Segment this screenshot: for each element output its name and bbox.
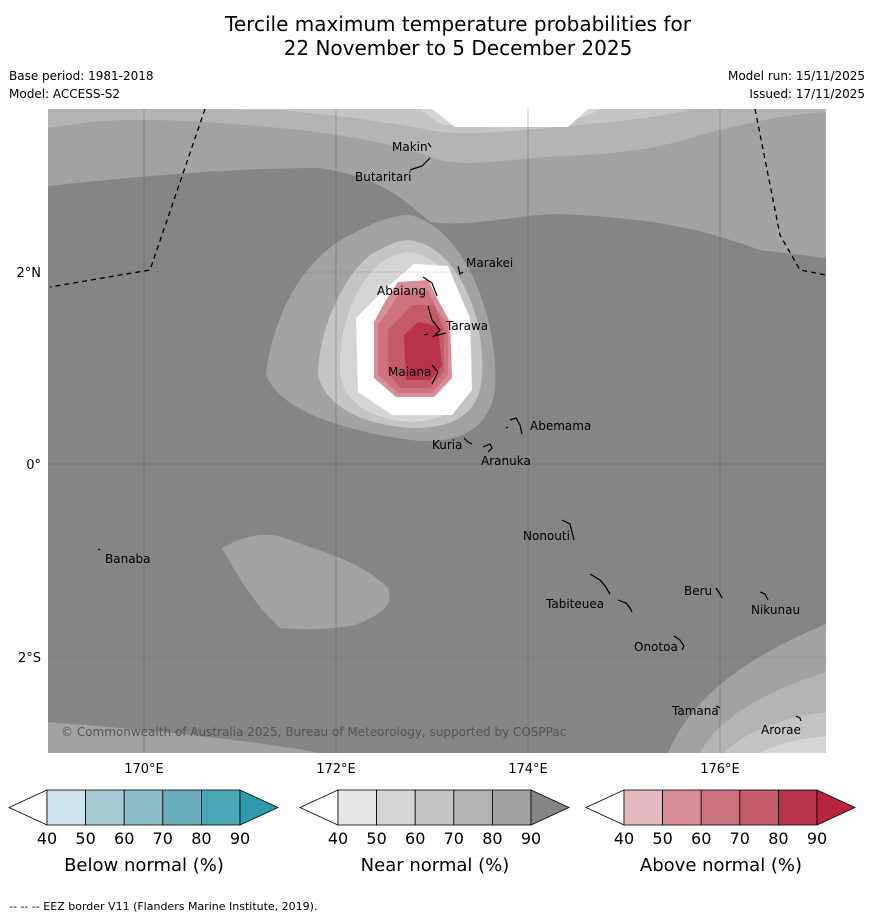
lat-label-0: 0° — [26, 458, 41, 473]
colorbar-title-above: Above normal (%) — [640, 855, 802, 876]
island-label-arorae: Arorae — [761, 723, 801, 737]
island-label-tamana: Tamana — [671, 704, 719, 718]
colorbar-near-normal: 40 50 60 70 80 90 Near normal (%) — [299, 789, 570, 876]
colorbar-tick-label: 70 — [444, 829, 464, 848]
colorbar-cell — [162, 789, 202, 826]
colorbar-tick-label: 80 — [191, 829, 211, 848]
colorbar-tick-label: 60 — [691, 829, 711, 848]
colorbar-cell — [414, 789, 455, 826]
colorbar-tick-label: 40 — [37, 829, 57, 848]
island-label-abemama: Abemama — [530, 419, 591, 433]
colorbar-cell — [453, 789, 493, 826]
map-title: Tercile maximum temperature probabilitie… — [0, 12, 873, 60]
contour-southbottom-60 — [48, 722, 320, 753]
island-label-butaritari: Butaritari — [355, 170, 412, 184]
eez-footnote: -- -- -- EEZ border V11 (Flanders Marine… — [9, 900, 318, 913]
colorbar-cell — [623, 789, 663, 826]
colorbar-tick-label: 40 — [614, 829, 634, 848]
colorbar-cell — [123, 789, 164, 826]
base-period: Base period: 1981-2018 — [9, 69, 154, 83]
colorbar-title-near: Near normal (%) — [361, 855, 510, 876]
contour-north-70 — [48, 109, 826, 163]
island-label-nonouti: Nonouti — [523, 529, 570, 543]
colorbar-cell — [337, 789, 377, 826]
colorbar-tick-label: 70 — [153, 829, 173, 848]
colorbar-tick-label: 50 — [652, 829, 672, 848]
colorbar-cell — [491, 789, 532, 826]
model-run: Model run: 15/11/2025 — [727, 69, 865, 83]
colorbar-high-extend — [816, 789, 856, 826]
colorbar-low-extend — [585, 789, 625, 826]
colorbar-tick-label: 60 — [114, 829, 134, 848]
colorbar-tick-label: 60 — [405, 829, 425, 848]
colorbar-tick-label: 50 — [75, 829, 95, 848]
colorbar-tick-label: 50 — [366, 829, 386, 848]
eez-border — [49, 109, 826, 288]
colorbar-cell — [46, 789, 86, 826]
lon-label-172e: 172°E — [316, 762, 356, 777]
island-outlines — [97, 142, 802, 722]
colorbar-cell — [200, 789, 241, 826]
island-label-marakei: Marakei — [466, 256, 513, 270]
lon-label-170e: 170°E — [124, 762, 164, 777]
colorbar-tick-label: 70 — [730, 829, 750, 848]
graticule — [48, 109, 826, 753]
colorbar-cell — [85, 789, 125, 826]
island-label-tarawa: Tarawa — [445, 319, 488, 333]
island-label-aranuka: Aranuka — [481, 454, 531, 468]
lon-label-176e: 176°E — [700, 762, 740, 777]
island-label-nikunau: Nikunau — [751, 603, 800, 617]
contour-southeast-85 — [760, 736, 826, 753]
colorbar-tick-label: 90 — [807, 829, 827, 848]
colorbar-low-extend — [299, 789, 339, 826]
colorbar-above-normal: 40 50 60 70 80 90 Above normal (%) — [585, 789, 856, 876]
model-name: Model: ACCESS-S2 — [9, 87, 121, 101]
colorbar-cell — [700, 789, 741, 826]
colorbar-below-normal: 40 50 60 70 80 90 Below normal (%) — [8, 789, 279, 876]
colorbar-tick-label: 90 — [230, 829, 250, 848]
colorbar-cell — [778, 789, 818, 826]
colorbar-cell — [662, 789, 702, 826]
copyright-notice: © Commonwealth of Australia 2025, Bureau… — [61, 725, 566, 739]
title-line-2: 22 November to 5 December 2025 — [283, 36, 633, 60]
colorbar-tick-label: 40 — [328, 829, 348, 848]
colorbar-low-extend — [8, 789, 48, 826]
colorbar-cell — [739, 789, 779, 826]
issued-date: Issued: 17/11/2025 — [749, 87, 865, 101]
colorbar-high-extend — [239, 789, 279, 826]
island-label-kuria: Kuria — [432, 438, 463, 452]
colorbar-tick-label: 90 — [521, 829, 541, 848]
island-label-tabiteuea: Tabiteuea — [545, 597, 604, 611]
contour-southwest-60 — [222, 534, 390, 630]
colorbar-title-below: Below normal (%) — [64, 855, 224, 876]
colorbar-tick-label: 80 — [482, 829, 502, 848]
colorbar-cell — [376, 789, 416, 826]
island-label-makin: Makin — [392, 140, 428, 154]
title-line-1: Tercile maximum temperature probabilitie… — [225, 12, 691, 36]
lat-label-2s: 2°S — [18, 651, 41, 666]
island-label-abaiang: Abaiang — [377, 284, 426, 298]
island-label-onotoa: Onotoa — [634, 640, 678, 654]
colorbar-high-extend — [530, 789, 570, 826]
contour-north-white — [432, 109, 588, 127]
island-label-beru: Beru — [684, 584, 712, 598]
probability-contours: Makin Butaritari Marakei Abaiang Tarawa … — [48, 109, 826, 753]
island-label-maiana: Maiana — [388, 365, 431, 379]
colorbar-tick-label: 80 — [768, 829, 788, 848]
island-labels: Makin Butaritari Marakei Abaiang Tarawa … — [105, 140, 801, 737]
lat-label-2n: 2°N — [17, 266, 42, 281]
lon-label-174e: 174°E — [508, 762, 548, 777]
island-label-banaba: Banaba — [105, 552, 151, 566]
forecast-map: Makin Butaritari Marakei Abaiang Tarawa … — [8, 109, 856, 876]
